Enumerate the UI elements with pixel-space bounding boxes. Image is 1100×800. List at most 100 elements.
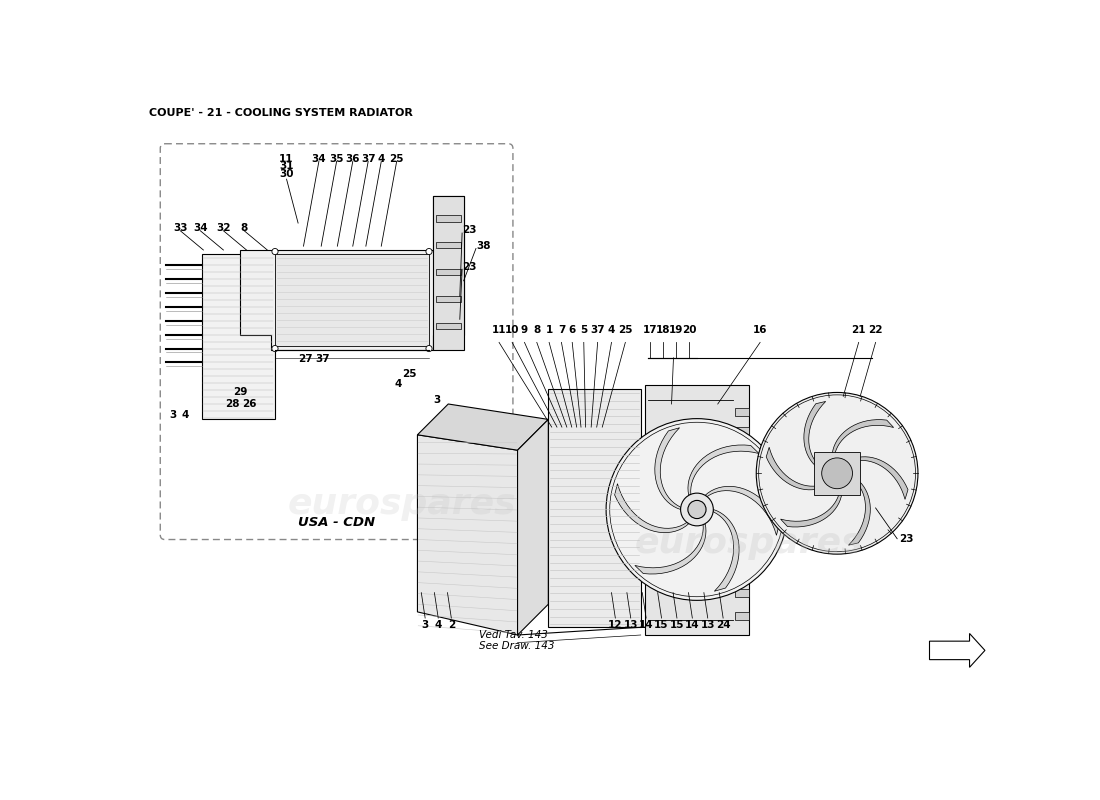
Text: Vedi Tav. 143: Vedi Tav. 143 bbox=[480, 630, 548, 640]
Bar bbox=[735, 485, 749, 493]
Polygon shape bbox=[930, 634, 984, 667]
Text: 23: 23 bbox=[462, 262, 476, 271]
Text: 21: 21 bbox=[851, 325, 866, 334]
Bar bbox=[433, 196, 464, 350]
Text: COUPE' - 21 - COOLING SYSTEM RADIATOR: COUPE' - 21 - COOLING SYSTEM RADIATOR bbox=[150, 107, 414, 118]
Bar bbox=[735, 558, 749, 566]
Polygon shape bbox=[767, 447, 827, 490]
Text: 37: 37 bbox=[316, 354, 330, 364]
Text: eurospares: eurospares bbox=[635, 526, 862, 560]
Text: 31: 31 bbox=[279, 162, 294, 171]
Polygon shape bbox=[781, 487, 843, 527]
Circle shape bbox=[272, 346, 278, 352]
Polygon shape bbox=[832, 420, 893, 460]
Text: 24: 24 bbox=[716, 619, 730, 630]
Text: 32: 32 bbox=[217, 223, 231, 233]
Circle shape bbox=[822, 458, 853, 489]
Bar bbox=[735, 612, 749, 619]
Bar bbox=[735, 446, 749, 454]
Bar bbox=[735, 589, 749, 597]
Text: 38: 38 bbox=[476, 241, 491, 250]
Text: 15: 15 bbox=[654, 619, 669, 630]
Circle shape bbox=[606, 418, 788, 600]
Polygon shape bbox=[635, 524, 706, 574]
Text: 33: 33 bbox=[173, 223, 187, 233]
Circle shape bbox=[757, 393, 917, 554]
Text: 29: 29 bbox=[233, 387, 248, 397]
Bar bbox=[436, 296, 461, 302]
Text: 37: 37 bbox=[361, 154, 375, 164]
Text: 20: 20 bbox=[682, 325, 696, 334]
Text: 7: 7 bbox=[558, 325, 565, 334]
Polygon shape bbox=[713, 510, 739, 591]
Text: 25: 25 bbox=[403, 370, 417, 379]
Bar bbox=[436, 242, 461, 249]
Text: 19: 19 bbox=[669, 325, 683, 334]
Text: See Draw. 143: See Draw. 143 bbox=[480, 641, 554, 651]
Text: 26: 26 bbox=[242, 398, 256, 409]
Text: 25: 25 bbox=[389, 154, 404, 164]
Text: 23: 23 bbox=[462, 226, 476, 235]
Text: 14: 14 bbox=[639, 619, 653, 630]
Bar bbox=[436, 215, 461, 222]
Bar bbox=[645, 385, 749, 635]
Text: USA - CDN: USA - CDN bbox=[298, 516, 375, 529]
Text: 35: 35 bbox=[329, 154, 344, 164]
Text: 18: 18 bbox=[656, 325, 670, 334]
Text: 3: 3 bbox=[421, 619, 429, 630]
Text: 28: 28 bbox=[226, 398, 240, 409]
Text: 4: 4 bbox=[377, 154, 385, 164]
Bar bbox=[735, 523, 749, 531]
Polygon shape bbox=[615, 484, 689, 533]
Text: 11: 11 bbox=[279, 154, 294, 164]
Text: 30: 30 bbox=[279, 169, 294, 179]
Text: 34: 34 bbox=[192, 223, 208, 233]
Polygon shape bbox=[705, 486, 779, 535]
Text: 14: 14 bbox=[685, 619, 700, 630]
Text: 3: 3 bbox=[169, 410, 176, 420]
Text: 22: 22 bbox=[868, 325, 883, 334]
Polygon shape bbox=[848, 476, 870, 545]
Text: 13: 13 bbox=[624, 619, 638, 630]
Text: 4: 4 bbox=[395, 379, 402, 390]
Bar bbox=[735, 427, 749, 435]
Text: eurospares: eurospares bbox=[288, 487, 516, 521]
Text: 8: 8 bbox=[241, 223, 248, 233]
Bar bbox=[436, 323, 461, 330]
Text: 4: 4 bbox=[434, 619, 442, 630]
Polygon shape bbox=[654, 428, 681, 510]
Text: 16: 16 bbox=[752, 325, 768, 334]
Bar bbox=[436, 270, 461, 275]
Text: 17: 17 bbox=[642, 325, 658, 334]
Text: 37: 37 bbox=[591, 325, 605, 334]
Polygon shape bbox=[804, 402, 826, 470]
Text: 27: 27 bbox=[298, 354, 314, 364]
Bar bbox=[735, 466, 749, 474]
Text: 5: 5 bbox=[580, 325, 587, 334]
Text: 3: 3 bbox=[433, 394, 440, 405]
Bar bbox=[548, 389, 640, 627]
Polygon shape bbox=[418, 404, 548, 450]
Text: 9: 9 bbox=[521, 325, 528, 334]
Bar bbox=[275, 254, 429, 346]
Bar bbox=[735, 408, 749, 415]
Circle shape bbox=[272, 249, 278, 254]
Text: 4: 4 bbox=[608, 325, 615, 334]
Bar bbox=[202, 254, 275, 419]
Text: 25: 25 bbox=[618, 325, 632, 334]
Text: 2: 2 bbox=[448, 619, 455, 630]
Circle shape bbox=[688, 501, 706, 518]
Text: 13: 13 bbox=[701, 619, 715, 630]
Polygon shape bbox=[847, 457, 907, 499]
Polygon shape bbox=[418, 435, 517, 635]
Polygon shape bbox=[517, 419, 548, 635]
Text: 11: 11 bbox=[492, 325, 506, 334]
Circle shape bbox=[829, 466, 845, 482]
Text: 23: 23 bbox=[899, 534, 913, 544]
Circle shape bbox=[823, 458, 851, 488]
Polygon shape bbox=[241, 196, 464, 350]
Bar bbox=[814, 452, 860, 495]
Circle shape bbox=[426, 249, 432, 254]
Circle shape bbox=[426, 346, 432, 352]
Circle shape bbox=[681, 493, 713, 526]
